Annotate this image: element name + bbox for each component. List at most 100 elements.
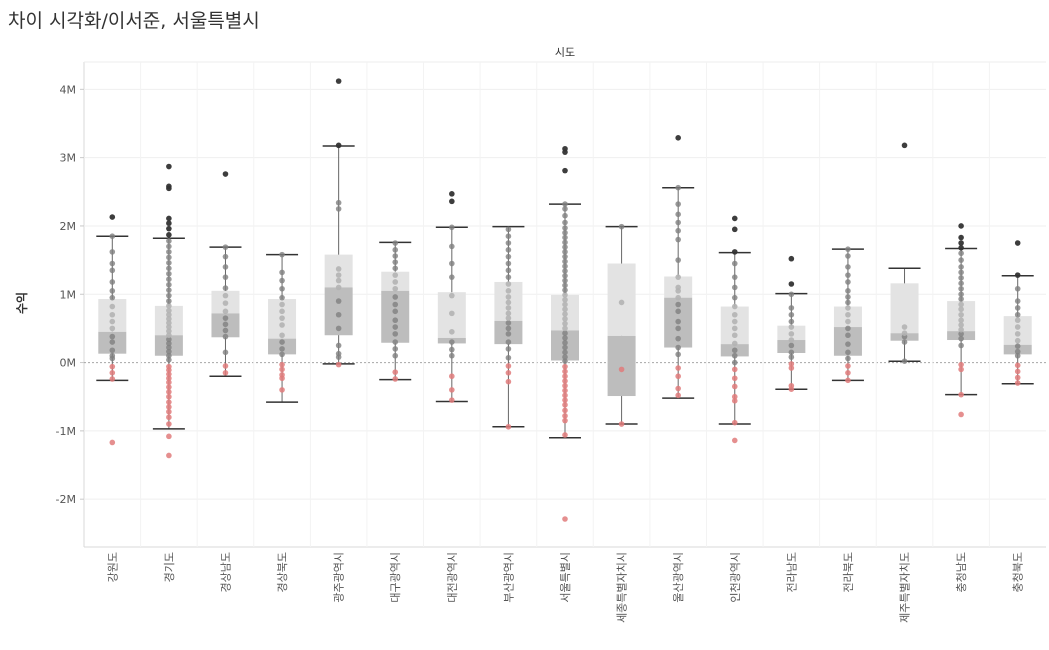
data-point <box>562 316 568 322</box>
data-point <box>562 516 568 522</box>
data-point <box>505 274 512 280</box>
box-lower <box>607 335 636 397</box>
data-point <box>166 183 172 190</box>
data-point <box>335 206 342 212</box>
data-point <box>222 264 229 270</box>
data-point <box>731 347 738 354</box>
data-point <box>1014 362 1021 369</box>
data-point <box>562 263 568 270</box>
data-point <box>335 199 342 206</box>
data-point <box>279 322 285 328</box>
data-point <box>279 339 285 345</box>
data-point <box>109 325 116 332</box>
data-point <box>279 387 285 393</box>
x-tick-label: 광주광역시 <box>333 552 346 603</box>
data-point <box>109 260 116 267</box>
data-point <box>788 255 795 262</box>
data-point <box>279 346 285 352</box>
y-tick-label: 1M <box>60 288 77 301</box>
data-point <box>166 344 172 351</box>
data-point <box>958 301 964 308</box>
data-point <box>562 277 568 284</box>
data-point <box>166 408 172 415</box>
category-group <box>775 255 808 393</box>
data-point <box>562 268 568 274</box>
data-point <box>505 363 512 369</box>
data-point <box>392 279 399 285</box>
data-point <box>675 318 681 325</box>
data-point <box>675 351 681 358</box>
data-point <box>335 311 342 318</box>
data-point <box>279 372 285 378</box>
y-tick-label: 0M <box>60 357 77 370</box>
data-point <box>788 291 795 298</box>
data-point <box>562 417 568 424</box>
data-point <box>505 294 512 300</box>
data-point <box>505 423 512 430</box>
data-point <box>958 234 964 241</box>
data-point <box>958 291 964 298</box>
data-point <box>958 285 964 292</box>
data-point <box>449 352 455 359</box>
data-point <box>901 142 908 149</box>
x-tick-label: 충청남도 <box>955 552 968 592</box>
data-point <box>562 349 568 356</box>
data-point <box>845 332 851 339</box>
data-point <box>505 320 512 326</box>
data-point <box>109 288 116 294</box>
category-group <box>888 142 921 364</box>
data-point <box>562 335 568 341</box>
category-group <box>662 135 695 399</box>
data-point <box>958 306 964 313</box>
category-group <box>605 223 638 427</box>
data-point <box>562 413 568 419</box>
data-point <box>562 392 568 399</box>
data-point <box>1014 348 1021 355</box>
data-point <box>166 324 172 330</box>
data-point <box>562 320 568 327</box>
data-point <box>392 253 399 259</box>
data-point <box>675 301 681 308</box>
data-point <box>392 301 399 308</box>
data-point <box>279 269 285 276</box>
data-point <box>166 389 172 395</box>
x-tick-label: 인천광역시 <box>728 552 742 603</box>
data-point <box>392 259 399 265</box>
data-point <box>505 281 512 287</box>
data-point <box>1014 337 1021 344</box>
data-point <box>731 284 738 291</box>
data-point <box>222 308 229 315</box>
data-point <box>788 281 795 287</box>
data-point <box>788 324 795 330</box>
data-point <box>335 342 342 349</box>
data-point <box>788 342 795 349</box>
data-point <box>449 274 455 280</box>
data-point <box>731 375 738 382</box>
data-point <box>731 352 738 359</box>
data-point <box>222 285 229 291</box>
data-point <box>392 352 399 359</box>
data-point <box>109 267 116 274</box>
category-group <box>718 215 751 444</box>
data-point <box>166 399 172 405</box>
data-point <box>958 223 964 229</box>
data-point <box>845 349 851 356</box>
data-point <box>845 253 851 259</box>
data-point <box>845 294 851 300</box>
data-point <box>505 378 512 385</box>
data-point <box>505 233 512 239</box>
data-point <box>1014 285 1021 292</box>
x-tick-label: 세종특별자치시 <box>616 552 629 623</box>
chart-title: 차이 시각화/이서준, 서울특별시 <box>8 10 260 32</box>
data-point <box>109 363 116 370</box>
data-point <box>562 212 568 219</box>
data-point <box>675 274 681 280</box>
data-point <box>675 385 681 392</box>
data-point <box>958 257 964 263</box>
data-point <box>222 292 229 299</box>
data-point <box>845 363 851 369</box>
data-point <box>731 311 738 318</box>
x-tick-label: 경상북도 <box>276 552 289 592</box>
